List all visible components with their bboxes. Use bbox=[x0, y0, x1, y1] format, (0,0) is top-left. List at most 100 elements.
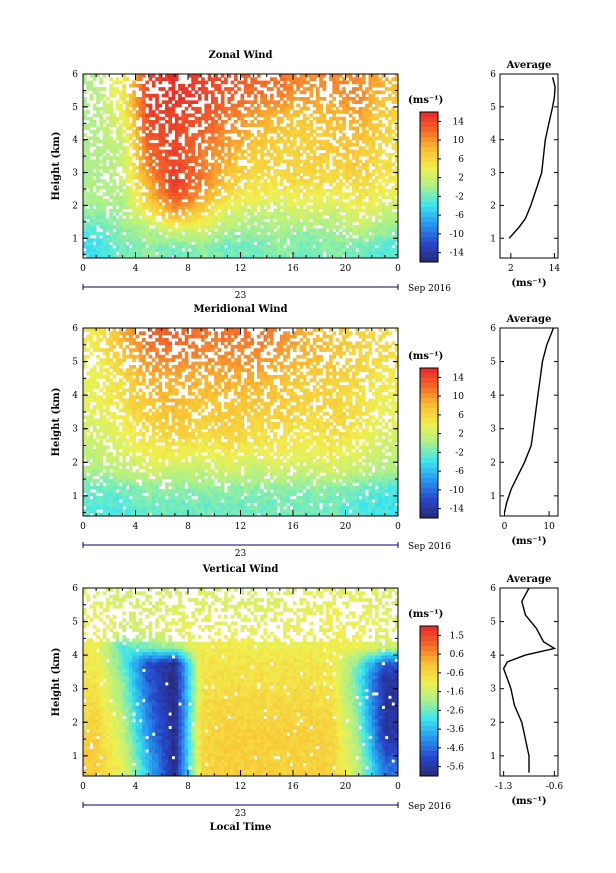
field-cell bbox=[194, 235, 199, 239]
field-cell bbox=[168, 120, 172, 124]
field-cell bbox=[352, 156, 356, 160]
field-cell bbox=[112, 432, 117, 436]
field-cell bbox=[365, 149, 369, 154]
field-cell bbox=[112, 445, 117, 450]
field-cell bbox=[352, 202, 356, 206]
field-cell bbox=[319, 235, 323, 239]
field-cell bbox=[273, 83, 277, 88]
field-cell bbox=[115, 401, 120, 406]
field-cell bbox=[119, 143, 123, 147]
field-cell bbox=[375, 152, 379, 157]
field-cell bbox=[96, 455, 100, 460]
field-cell bbox=[243, 74, 248, 78]
field-cell bbox=[204, 116, 209, 121]
field-cell bbox=[220, 74, 225, 78]
field-cell bbox=[345, 228, 350, 233]
field-cell bbox=[391, 106, 396, 111]
field-cell bbox=[338, 231, 343, 236]
field-cell bbox=[161, 136, 166, 141]
field-cell bbox=[352, 97, 356, 101]
field-cell bbox=[128, 241, 133, 246]
field-cell bbox=[161, 129, 166, 134]
field-cell bbox=[168, 80, 172, 85]
field-cell bbox=[119, 469, 123, 473]
field-cell bbox=[115, 385, 120, 389]
field-cell bbox=[171, 251, 176, 256]
field-cell bbox=[125, 195, 130, 200]
field-cell bbox=[151, 215, 156, 219]
field-cell bbox=[227, 192, 232, 196]
field-cell bbox=[145, 139, 150, 144]
field-cell bbox=[306, 189, 310, 193]
field-cell bbox=[171, 241, 176, 246]
field-cell bbox=[132, 221, 136, 226]
field-cell bbox=[233, 202, 238, 206]
field-cell bbox=[283, 93, 287, 98]
field-cell bbox=[125, 462, 130, 467]
field-cell bbox=[338, 126, 343, 131]
field-cell bbox=[105, 351, 110, 356]
field-cell bbox=[286, 129, 291, 134]
field-cell bbox=[210, 136, 215, 141]
field-cell bbox=[109, 465, 113, 470]
field-cell bbox=[178, 215, 182, 219]
field-cell bbox=[128, 505, 133, 510]
field-cell bbox=[135, 485, 140, 490]
field-cell bbox=[306, 133, 310, 137]
field-cell bbox=[125, 212, 130, 216]
field-cell bbox=[224, 238, 228, 242]
field-cell bbox=[132, 218, 136, 223]
field-cell bbox=[230, 248, 235, 252]
field-cell bbox=[237, 80, 241, 85]
field-cell bbox=[233, 228, 238, 233]
field-cell bbox=[161, 221, 166, 226]
field-cell bbox=[148, 110, 153, 114]
field-cell bbox=[115, 368, 120, 373]
field-cell bbox=[158, 189, 163, 193]
field-cell bbox=[355, 143, 360, 147]
field-cell bbox=[322, 133, 327, 137]
field-cell bbox=[184, 215, 189, 219]
field-cell bbox=[233, 189, 238, 193]
field-cell bbox=[132, 445, 136, 450]
field-cell bbox=[325, 103, 330, 108]
field-cell bbox=[122, 388, 127, 393]
field-cell bbox=[102, 182, 107, 187]
field-cell bbox=[256, 212, 261, 216]
field-cell bbox=[217, 123, 222, 127]
field-cell bbox=[286, 202, 291, 206]
field-cell bbox=[119, 175, 123, 180]
field-cell bbox=[128, 189, 133, 193]
field-cell bbox=[309, 225, 314, 229]
field-cell bbox=[194, 231, 199, 236]
field-cell bbox=[371, 136, 376, 141]
field-cell bbox=[112, 351, 117, 356]
field-cell bbox=[332, 156, 337, 160]
field-cell bbox=[171, 221, 176, 226]
field-cell bbox=[253, 175, 258, 180]
field-cell bbox=[99, 505, 104, 510]
field-cell bbox=[391, 110, 396, 114]
field-cell bbox=[174, 212, 179, 216]
field-cell bbox=[286, 192, 291, 196]
field-cell bbox=[99, 411, 104, 416]
field-cell bbox=[299, 228, 304, 233]
field-cell bbox=[89, 251, 94, 256]
field-cell bbox=[148, 166, 153, 170]
colorbar-swatch bbox=[420, 162, 438, 168]
field-cell bbox=[266, 106, 271, 111]
field-cell bbox=[388, 244, 392, 249]
field-cell bbox=[286, 152, 291, 157]
x-tick-label: 0 bbox=[395, 264, 401, 274]
field-cell bbox=[293, 179, 297, 183]
field-cell bbox=[296, 215, 300, 219]
field-cell bbox=[227, 215, 232, 219]
field-cell bbox=[240, 225, 245, 229]
field-cell bbox=[132, 80, 136, 85]
field-cell bbox=[230, 192, 235, 196]
field-cell bbox=[96, 502, 100, 507]
field-cell bbox=[83, 152, 87, 157]
field-cell bbox=[355, 126, 360, 131]
field-cell bbox=[342, 238, 346, 242]
field-cell bbox=[371, 169, 376, 173]
